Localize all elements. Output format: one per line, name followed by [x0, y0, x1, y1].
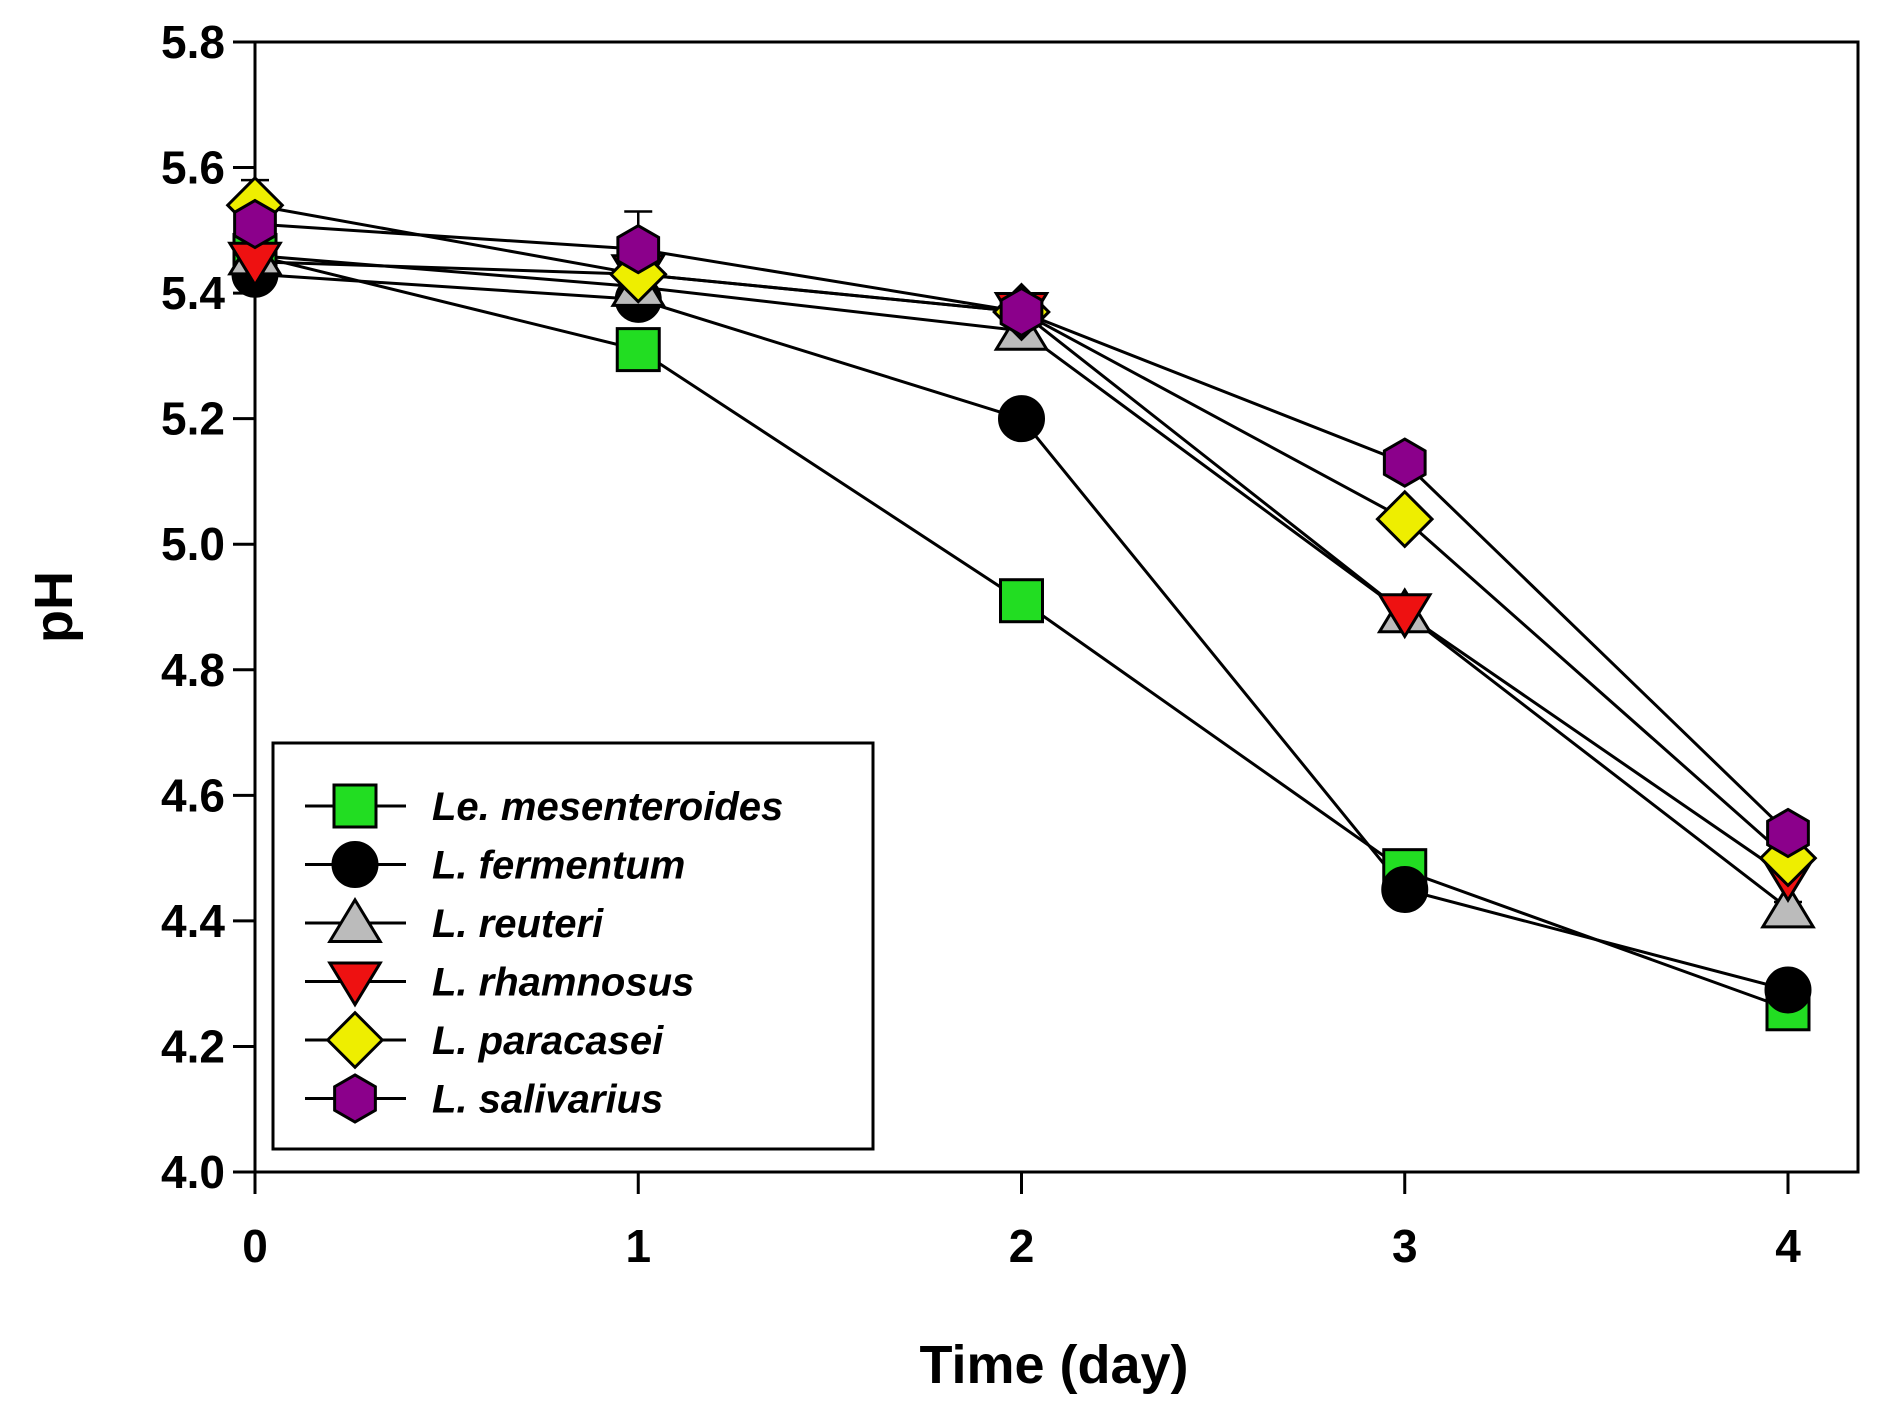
y-tick-label: 5.0 [161, 518, 225, 570]
point-l-salivarius [1766, 807, 1810, 859]
legend-marker-l-reuteri [327, 897, 383, 943]
x-tick-label: 2 [1009, 1220, 1035, 1272]
y-tick-label: 5.4 [161, 267, 225, 319]
y-tick-label: 4.4 [161, 895, 225, 947]
legend-label-l-rhamnosus: L. rhamnosus [432, 961, 694, 1005]
point-l-salivarius [616, 223, 661, 275]
plot-frame [253, 40, 1860, 1174]
legend-marker-l-fermentum [331, 841, 379, 888]
point-l-reuteri [1760, 882, 1816, 929]
legend-marker-le-mesenteroides [332, 783, 378, 829]
y-tick-label: 4.8 [161, 644, 225, 696]
point-l-fermentum [1764, 966, 1812, 1014]
y-tick-label: 5.2 [161, 393, 225, 445]
x-tick-label: 4 [1775, 1220, 1801, 1272]
point-l-salivarius [1382, 437, 1427, 488]
x-tick-label: 0 [242, 1220, 268, 1272]
point-l-salivarius [233, 198, 277, 250]
legend-label-l-paracasei: L. paracasei [432, 1019, 664, 1063]
point-l-fermentum [1381, 866, 1429, 913]
x-tick-label: 3 [1392, 1220, 1418, 1272]
legend-label-l-salivarius: L. salivarius [432, 1078, 663, 1122]
legend-label-l-reuteri: L. reuteri [432, 902, 604, 946]
legend-label-le-mesenteroides: Le. mesenteroides [432, 785, 783, 829]
y-axis-title: pH [24, 571, 84, 643]
x-axis-title: Time (day) [919, 1335, 1188, 1395]
point-le-mesenteroides [615, 327, 661, 373]
legend-marker-l-paracasei [325, 1010, 385, 1070]
y-tick-label: 4.0 [161, 1146, 225, 1198]
y-tick-label: 4.6 [161, 769, 225, 821]
point-l-salivarius [999, 286, 1044, 338]
point-le-mesenteroides [999, 578, 1044, 624]
x-tick-label: 1 [625, 1220, 651, 1272]
legend-label-l-fermentum: L. fermentum [432, 844, 685, 888]
y-tick-label: 5.8 [161, 16, 225, 68]
point-l-fermentum [998, 395, 1045, 443]
y-tick-label: 4.2 [161, 1020, 225, 1072]
y-tick-label: 5.6 [161, 142, 225, 194]
legend-marker-l-salivarius [333, 1073, 377, 1124]
legend-marker-l-rhamnosus [327, 961, 383, 1008]
point-l-paracasei [1375, 489, 1435, 549]
point-l-rhamnosus [1376, 593, 1433, 640]
